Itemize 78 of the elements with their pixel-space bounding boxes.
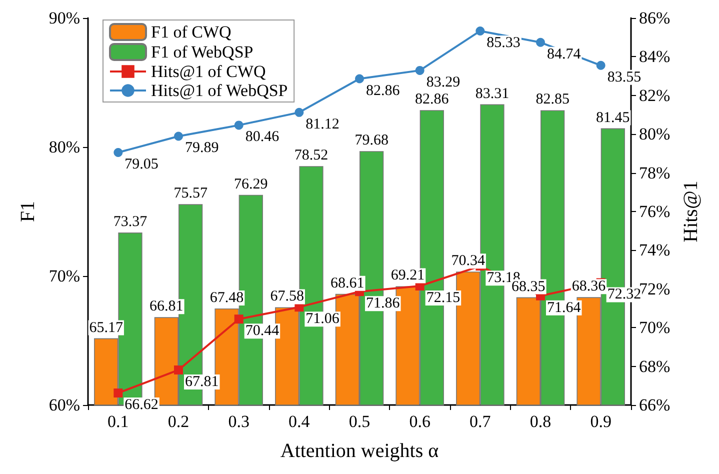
data-label: 81.45 [596,110,630,126]
x-tick-label: 0.6 [409,412,430,431]
y-tick-label: 90% [48,8,80,28]
point [536,38,545,47]
data-label: 68.35 [512,278,546,295]
point [596,60,606,70]
data-label: 68.36 [572,278,606,295]
x-tick-label: 0.9 [590,412,612,431]
legend-label: Hits@1 of CWQ [151,62,266,81]
y2-tick-label: 78% [639,163,670,182]
y2-tick-label: 84% [639,47,670,66]
data-label: 68.61 [330,275,364,292]
data-label: 70.44 [245,323,280,340]
y2-tick-label: 66% [639,396,670,414]
point [476,26,485,36]
data-label: 83.29 [426,74,460,90]
legend-label: F1 of WebQSP [151,42,254,62]
y2-tick-label: 74% [639,240,670,260]
data-label: 84.74 [547,46,582,62]
data-label: 82.85 [536,92,570,108]
data-label: 71.06 [306,311,340,328]
x-tick-label: 0.4 [288,412,310,431]
point [114,148,123,157]
data-label: 80.46 [245,129,280,146]
data-label: 65.17 [89,320,124,336]
y2-tick-label: 68% [639,356,670,376]
data-label: 71.86 [366,296,400,312]
x-tick-label: 0.5 [348,412,370,431]
y2-tick-label: 86% [639,8,670,28]
point [114,388,123,398]
data-label: 72.15 [426,290,460,306]
data-label: 79.05 [124,156,158,172]
x-tick-label: 0.8 [530,412,552,431]
x-axis-title: Attention weights α [280,440,440,462]
point [415,66,424,75]
x-tick-label: 0.7 [470,412,492,431]
legend-label: F1 of CWQ [151,22,232,42]
y-tick-label: 60% [48,396,80,414]
point [234,120,244,130]
legend-label: Hits@1 of WebQSP [151,81,288,100]
y2-tick-label: 80% [639,124,670,144]
data-label: 67.58 [270,288,304,305]
data-label: 83.55 [607,69,642,86]
x-tick-label: 0.1 [108,412,129,431]
data-label: 66.62 [124,397,158,414]
y-tick-label: 80% [48,138,80,156]
data-label: 75.57 [174,186,208,202]
point [355,74,364,84]
y2-tick-label: 72% [639,279,670,298]
point [174,365,183,374]
point [234,314,244,324]
y2-tick-label: 76% [639,202,670,221]
y2-tick-label: 70% [639,318,670,338]
data-label: 72.32 [607,286,642,303]
data-label: 66.81 [150,298,184,315]
point [294,108,304,117]
data-label: 78.52 [294,148,328,164]
data-label: 85.33 [486,34,520,51]
data-label: 79.68 [354,132,388,149]
data-label: 69.21 [390,268,425,284]
data-label: 67.48 [210,290,244,306]
data-label: 67.81 [185,374,219,390]
y2-axis-title: Hits@1 [680,180,702,242]
data-label: 73.37 [113,214,148,230]
y-axis-title: F1 [16,200,39,222]
data-label: 71.64 [547,300,582,316]
point [174,132,183,141]
data-label: 70.34 [451,253,486,270]
x-tick-label: 0.3 [228,412,250,431]
y2-tick-label: 82% [639,86,670,105]
data-label: 82.86 [366,82,400,99]
y-tick-label: 70% [48,266,80,286]
data-label: 79.89 [185,140,219,156]
data-label: 76.29 [234,176,268,192]
data-label: 83.31 [475,86,510,102]
data-label: 81.12 [306,116,340,132]
data-label: 82.86 [415,92,450,108]
x-tick-label: 0.2 [168,412,190,431]
